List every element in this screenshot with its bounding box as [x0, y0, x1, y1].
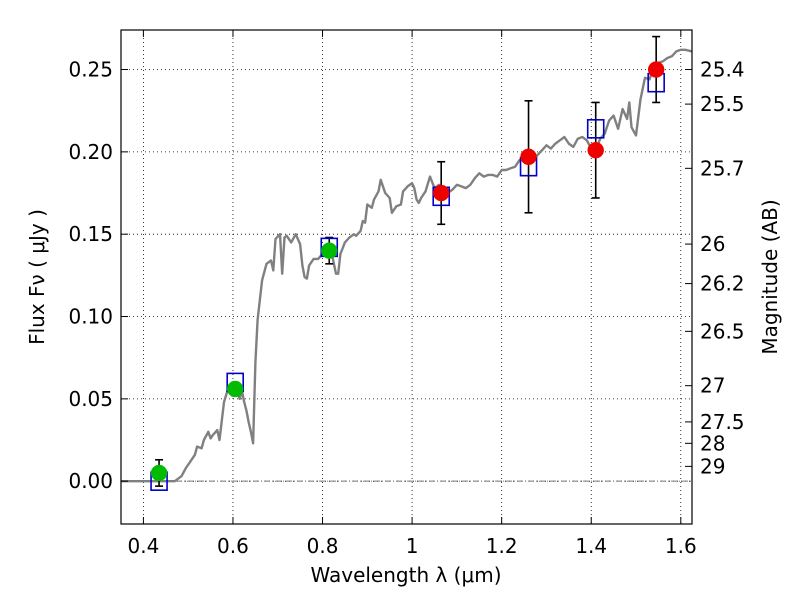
x-tick-label: 1	[406, 534, 419, 558]
magnitude-tick-label: 27.5	[700, 410, 745, 434]
y-tick-label: 0.00	[68, 469, 113, 493]
red-data-point	[647, 61, 665, 78]
y-tick-labels: 0.00 0.05 0.10 0.15 0.20 0.25	[68, 58, 113, 494]
magnitude-tick-label: 26.5	[700, 319, 745, 343]
red-data-point	[432, 184, 450, 202]
magnitude-tick-label: 29	[700, 454, 725, 478]
green-data-point	[320, 242, 338, 259]
magnitude-tick-label: 27	[700, 374, 725, 398]
magnitude-tick-label: 25.4	[700, 58, 745, 82]
green-data-point	[150, 464, 168, 482]
x-tick-label: 1.6	[665, 534, 697, 558]
red-data-point	[587, 141, 604, 159]
model-photometry-square	[586, 119, 605, 139]
observed-points-layer	[150, 61, 665, 482]
y-tick-label: 0.20	[68, 140, 113, 164]
y-tick-label: 0.25	[68, 58, 113, 82]
magnitude-axis-label: Magnitude (AB)	[758, 199, 782, 354]
x-tick-label: 0.8	[307, 534, 339, 558]
x-tick-label: 0.4	[127, 534, 159, 558]
y-tick-label: 0.15	[68, 222, 113, 246]
y-tick-label: 0.05	[68, 387, 113, 411]
y-axis-label: Flux Fν ( μJy )	[25, 209, 49, 345]
plot-frame	[120, 29, 693, 525]
magnitude-tick-label: 26	[700, 232, 725, 256]
x-tick-label: 0.6	[217, 534, 249, 558]
x-tick-labels: 0.4 0.6 0.8 1 1.2 1.4 1.6	[127, 534, 696, 558]
magnitude-tick-label: 25.5	[700, 92, 745, 116]
magnitude-tick-label: 25.7	[700, 156, 745, 180]
magnitude-tick-label: 26.2	[700, 272, 745, 296]
magnitude-tick-label: 28	[700, 431, 725, 455]
y-tick-label: 0.10	[68, 305, 113, 329]
x-tick-label: 1.2	[486, 534, 518, 558]
x-tick-label: 1.4	[575, 534, 607, 558]
axis-ticks	[121, 30, 692, 524]
green-data-point	[226, 380, 244, 398]
x-axis-label: Wavelength λ (μm)	[310, 563, 501, 587]
red-data-point	[520, 148, 537, 166]
